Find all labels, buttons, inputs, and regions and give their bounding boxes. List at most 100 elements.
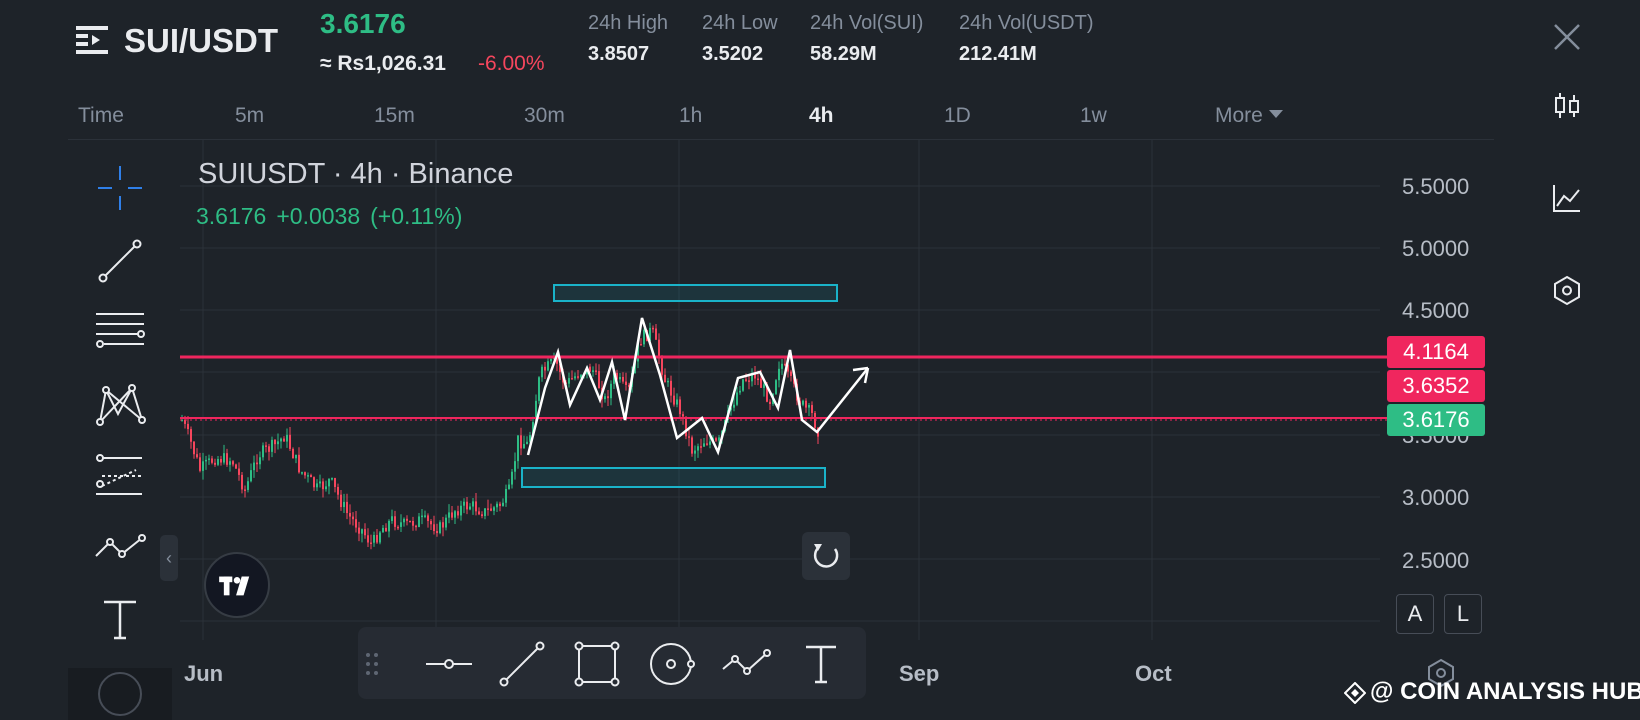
candle-body — [208, 458, 210, 460]
prediction-icon[interactable] — [92, 448, 148, 504]
candle-body — [439, 522, 441, 534]
candle-body — [610, 383, 612, 399]
candle-body — [607, 396, 609, 399]
tab-1w[interactable]: 1w — [1080, 104, 1107, 127]
drag-handle-icon[interactable] — [360, 639, 386, 689]
log-scale-button[interactable]: L — [1444, 594, 1482, 634]
path-icon[interactable] — [92, 520, 148, 576]
tab-more[interactable]: More — [1215, 104, 1283, 128]
candle-body — [775, 380, 777, 394]
candle-body — [382, 527, 384, 533]
candle-body — [340, 494, 342, 508]
candle-body — [217, 459, 219, 465]
x-axis-label: Oct — [1135, 661, 1172, 686]
candle-body — [781, 363, 783, 369]
candle-body — [484, 508, 486, 517]
candle-body — [502, 502, 504, 506]
candle-body — [535, 400, 537, 423]
candle-body — [373, 534, 375, 543]
candle-body — [442, 522, 444, 528]
candle-body — [274, 439, 276, 445]
more-tools-icon[interactable] — [98, 672, 142, 716]
candle-body — [472, 501, 474, 507]
tab-time[interactable]: Time — [78, 104, 124, 127]
candle-body — [322, 481, 324, 490]
tab-15m[interactable]: 15m — [374, 104, 415, 127]
path-icon[interactable] — [721, 639, 771, 689]
candle-body — [244, 489, 246, 491]
candle-body — [742, 379, 744, 391]
tradingview-logo-icon[interactable] — [204, 552, 270, 618]
wave-drawing — [526, 317, 869, 456]
pattern-icon[interactable] — [92, 376, 148, 432]
reset-view-icon[interactable] — [802, 532, 850, 580]
candle-body — [421, 515, 423, 518]
candle-body — [769, 401, 771, 405]
candle-body — [544, 366, 546, 371]
candle-body — [661, 357, 663, 375]
candle-body — [682, 414, 684, 417]
candle-body — [523, 443, 525, 449]
tab-5m[interactable]: 5m — [235, 104, 265, 127]
candle-body — [487, 508, 489, 510]
candle-body — [679, 399, 681, 415]
close-icon[interactable] — [1552, 22, 1582, 52]
candle-body — [556, 355, 558, 364]
tab-4h[interactable]: 4h — [809, 104, 834, 127]
auto-scale-button[interactable]: A — [1396, 594, 1434, 634]
candle-body — [295, 454, 297, 459]
candle-body — [787, 364, 789, 372]
y-axis-label: 2.5000 — [1402, 548, 1470, 573]
candle-body — [715, 438, 717, 441]
indicator-icon[interactable] — [1551, 182, 1583, 214]
tab-1h[interactable]: 1h — [679, 104, 703, 127]
candle-body — [196, 454, 198, 458]
text-icon[interactable] — [92, 592, 148, 648]
candle-body — [763, 384, 765, 388]
circle-icon[interactable] — [646, 639, 696, 689]
candle-body — [418, 516, 420, 527]
candle-body — [190, 429, 192, 442]
candle-body — [265, 445, 267, 447]
stat-label: 24h High — [588, 12, 669, 34]
candle-body — [454, 511, 456, 518]
hexagon-settings-icon[interactable] — [1426, 658, 1456, 688]
tab-1d[interactable]: 1D — [944, 104, 971, 127]
candle-body — [568, 378, 570, 384]
crosshair-icon[interactable] — [92, 160, 148, 216]
candle-body — [352, 516, 354, 520]
price-tag-support: 3.6352 — [1387, 370, 1485, 402]
change-percent: -6.00% — [478, 52, 545, 75]
collapse-toolbar-button[interactable]: ‹ — [160, 535, 178, 581]
rectangle-icon[interactable] — [572, 639, 622, 689]
candle-body — [751, 374, 753, 382]
candle-body — [709, 441, 711, 445]
menu-icon[interactable] — [76, 26, 108, 54]
tab-30m[interactable]: 30m — [524, 104, 565, 127]
candle-body — [784, 363, 786, 366]
candles-icon[interactable] — [1551, 90, 1583, 122]
candle-body — [595, 370, 597, 372]
candle-body — [268, 446, 270, 452]
stat-value: 58.29M — [810, 43, 877, 65]
text-icon[interactable] — [796, 639, 846, 689]
candle-body — [298, 454, 300, 473]
candle-body — [457, 511, 459, 516]
pair-title[interactable]: SUI/USDT — [124, 22, 279, 59]
candle-body — [547, 361, 549, 371]
candle-body — [241, 474, 243, 490]
settings-hex-icon[interactable] — [1551, 274, 1583, 306]
trend-line-icon[interactable] — [92, 232, 148, 288]
candle-body — [604, 396, 606, 400]
candle-body — [589, 366, 591, 372]
candle-body — [226, 453, 228, 465]
horizontal-line-icon[interactable] — [424, 639, 474, 689]
candle-body — [511, 471, 513, 485]
line-icon[interactable] — [497, 639, 547, 689]
fiat-price: ≈ Rs1,026.31 — [320, 52, 446, 75]
candle-body — [706, 443, 708, 445]
candle-body — [685, 416, 687, 437]
candle-body — [514, 461, 516, 472]
fib-levels-icon[interactable] — [92, 304, 148, 360]
